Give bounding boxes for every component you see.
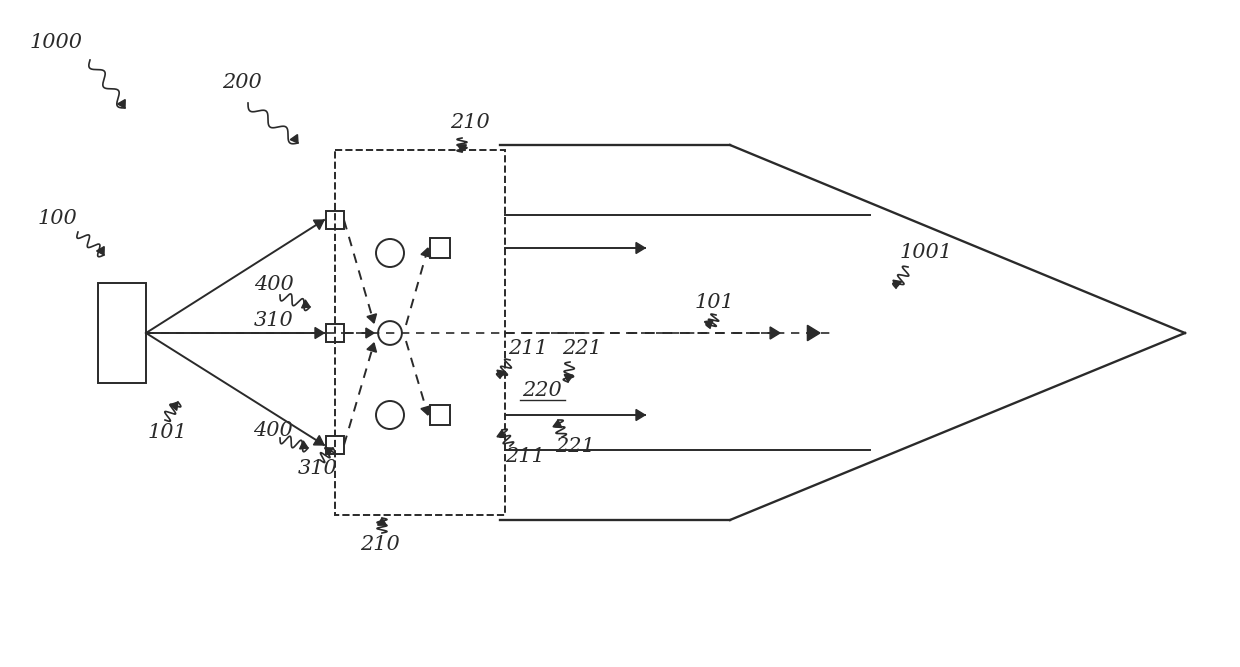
Polygon shape [118,99,125,108]
Text: 310: 310 [298,458,337,478]
Polygon shape [497,430,506,438]
Text: 1000: 1000 [30,33,83,51]
Bar [430,238,450,258]
Polygon shape [290,135,298,143]
Bar [326,211,343,229]
Text: 400: 400 [254,275,294,295]
Text: 210: 210 [360,536,399,554]
Polygon shape [636,410,645,420]
Polygon shape [301,300,310,308]
Polygon shape [325,448,334,456]
Text: 101: 101 [694,293,735,313]
Text: 101: 101 [148,424,187,442]
Polygon shape [170,402,179,410]
Polygon shape [300,441,308,449]
Polygon shape [564,374,573,382]
Polygon shape [97,247,104,255]
Text: 100: 100 [38,209,78,227]
Text: 310: 310 [254,311,294,329]
Polygon shape [636,243,645,253]
Bar [326,324,343,342]
Polygon shape [893,280,901,288]
Polygon shape [314,220,324,229]
Text: 200: 200 [222,73,262,91]
Text: 1001: 1001 [900,243,954,263]
Polygon shape [553,420,562,428]
Bar [326,436,343,454]
Text: 400: 400 [253,420,293,440]
Bar [98,283,146,383]
Bar [430,405,450,425]
Polygon shape [366,328,374,338]
Polygon shape [704,320,713,328]
Text: 220: 220 [522,380,562,400]
Text: 221: 221 [556,438,595,456]
Polygon shape [378,518,387,525]
Polygon shape [420,406,430,415]
Polygon shape [367,314,377,323]
Text: 211: 211 [508,338,548,358]
Polygon shape [497,370,506,378]
Text: 211: 211 [505,446,544,466]
Text: 210: 210 [450,113,490,131]
Polygon shape [458,145,466,152]
Polygon shape [367,343,377,352]
Polygon shape [807,325,820,341]
Polygon shape [314,436,324,445]
Bar [335,150,505,515]
Polygon shape [315,327,324,338]
Polygon shape [422,248,430,257]
Polygon shape [770,327,780,339]
Text: 221: 221 [562,338,601,358]
